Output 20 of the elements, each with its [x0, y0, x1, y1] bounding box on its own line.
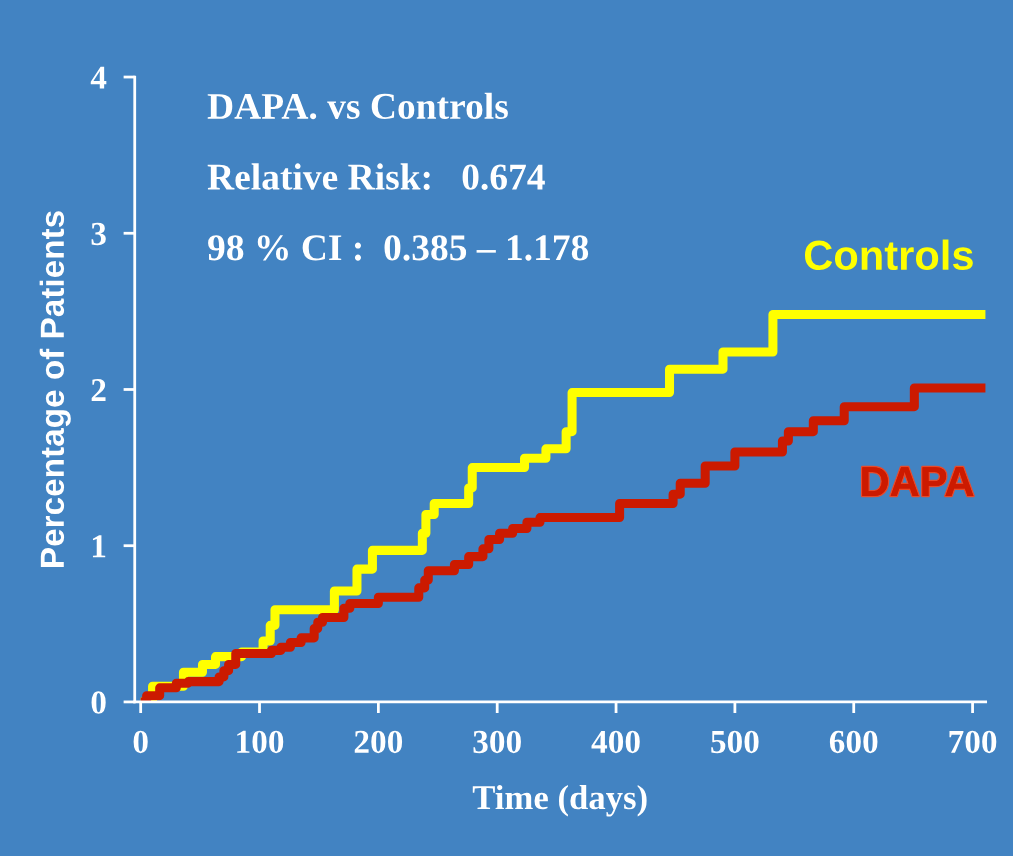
series-label: Controls [804, 239, 973, 271]
y-tick-label: 2 [91, 378, 106, 402]
x-axis-title: Time (days) [472, 784, 647, 817]
y-tick-label: 4 [90, 66, 107, 89]
x-tick-label: 500 [711, 730, 759, 754]
x-tick-label: 400 [591, 730, 640, 754]
y-axis-title: Percentage of Patients [39, 211, 71, 567]
series-label: DAPA [862, 467, 974, 496]
y-tick-label: 1 [92, 535, 106, 558]
x-tick-label: 300 [473, 730, 521, 754]
x-tick-label: 200 [354, 730, 403, 754]
annotation: Relative Risk: 0.674 [207, 163, 545, 190]
x-tick-label: 600 [829, 730, 878, 754]
x-tick-label: 700 [949, 730, 997, 754]
y-tick-label: 0 [91, 691, 106, 714]
annotation: DAPA. vs Controls [207, 92, 508, 120]
annotation: 98 % CI : 0.385 – 1.178 [208, 235, 589, 261]
y-tick-label: 3 [91, 222, 106, 246]
x-tick-label: 0 [133, 730, 148, 754]
x-tick-label: 100 [237, 730, 284, 754]
